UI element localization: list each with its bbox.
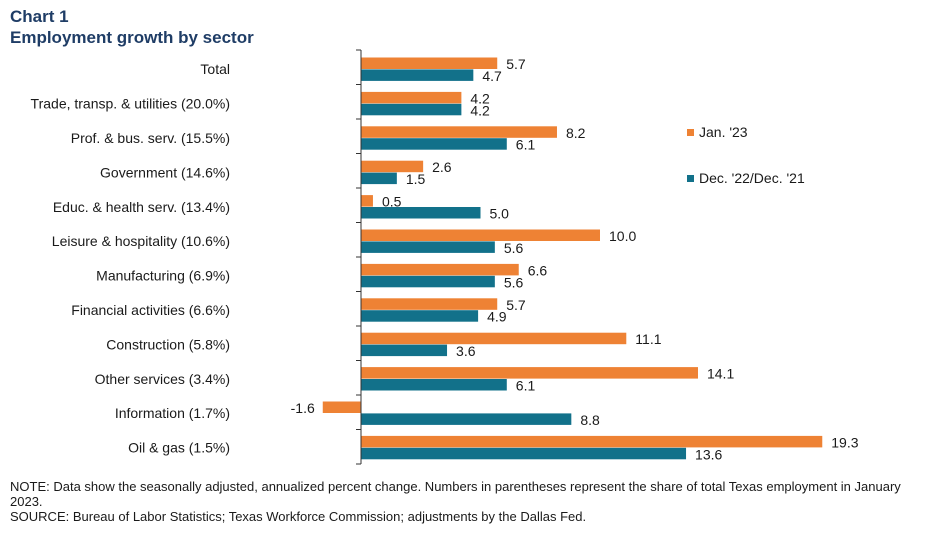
category-label: Information (1.7%): [115, 405, 230, 421]
bar-dec-22: [361, 275, 495, 288]
data-label: 8.2: [566, 125, 586, 141]
bar-jan-23: [361, 435, 823, 448]
chart-title: Employment growth by sector: [10, 28, 254, 47]
bar-dec-22: [361, 69, 474, 81]
bar-jan-23: [361, 195, 373, 207]
data-label: 5.7: [506, 297, 526, 313]
category-label: Other services (3.4%): [95, 371, 230, 387]
bar-dec-22: [361, 447, 687, 460]
bar-dec-22: [361, 138, 507, 150]
data-label: 6.1: [516, 137, 536, 153]
legend-swatch: [687, 129, 694, 136]
bar-jan-23: [361, 229, 600, 241]
bar-jan-23: [361, 91, 462, 104]
bar-dec-22: [361, 344, 448, 357]
chart-number: Chart 1: [10, 7, 69, 26]
category-label: Construction (5.8%): [106, 336, 230, 352]
data-label: 4.7: [482, 68, 502, 84]
category-label: Manufacturing (6.9%): [96, 268, 230, 284]
bar-jan-23: [361, 126, 557, 138]
data-label: 2.6: [432, 159, 452, 175]
data-label: 4.9: [487, 309, 507, 325]
legend-label: Jan. '23: [699, 124, 748, 140]
bar-jan-23: [322, 401, 361, 413]
note-text: NOTE: Data show the seasonally adjusted,…: [10, 479, 901, 509]
category-label: Prof. & bus. serv. (15.5%): [71, 130, 230, 146]
bar-dec-22: [361, 172, 397, 185]
bar-jan-23: [361, 160, 424, 173]
data-label: 4.2: [470, 102, 490, 118]
data-label: 5.6: [504, 240, 524, 256]
bar-jan-23: [361, 332, 627, 345]
data-label: 0.5: [382, 194, 402, 210]
legend-label: Dec. '22/Dec. '21: [699, 170, 805, 186]
legend-swatch: [687, 175, 694, 182]
data-label: -1.6: [291, 400, 315, 416]
bar-dec-22: [361, 241, 495, 253]
data-label: 8.8: [580, 412, 600, 428]
bar-jan-23: [361, 57, 498, 69]
bar-dec-22: [361, 207, 481, 219]
bar-dec-22: [361, 413, 572, 425]
chart-title-block: Chart 1 Employment growth by sector: [10, 6, 254, 48]
category-label: Educ. & health serv. (13.4%): [53, 199, 230, 215]
data-label: 6.1: [516, 378, 536, 394]
source-text: SOURCE: Bureau of Labor Statistics; Texa…: [10, 509, 587, 524]
bar-dec-22: [361, 103, 462, 116]
data-label: 3.6: [456, 343, 476, 359]
data-label: 6.6: [528, 262, 548, 278]
bar-jan-23: [361, 263, 519, 276]
chart-notes: NOTE: Data show the seasonally adjusted,…: [10, 479, 910, 524]
category-label: Government (14.6%): [100, 164, 230, 180]
bar-dec-22: [361, 379, 507, 391]
category-label: Leisure & hospitality (10.6%): [52, 233, 230, 249]
data-label: 11.1: [635, 331, 661, 347]
category-label: Financial activities (6.6%): [71, 302, 230, 318]
data-label: 5.0: [490, 206, 510, 222]
data-label: 1.5: [406, 171, 426, 187]
category-label: Total: [200, 61, 230, 77]
bar-jan-23: [361, 367, 698, 379]
bar-dec-22: [361, 310, 479, 322]
category-label: Oil & gas (1.5%): [128, 440, 230, 456]
category-label: Trade, transp. & utilities (20.0%): [31, 96, 230, 112]
data-label: 4.2: [470, 90, 490, 106]
data-label: 10.0: [609, 228, 636, 244]
bar-jan-23: [361, 298, 498, 310]
data-label: 13.6: [695, 446, 722, 462]
data-label: 19.3: [831, 434, 858, 450]
data-label: 5.6: [504, 274, 524, 290]
data-label: 14.1: [707, 366, 734, 382]
data-label: 5.7: [506, 56, 526, 72]
